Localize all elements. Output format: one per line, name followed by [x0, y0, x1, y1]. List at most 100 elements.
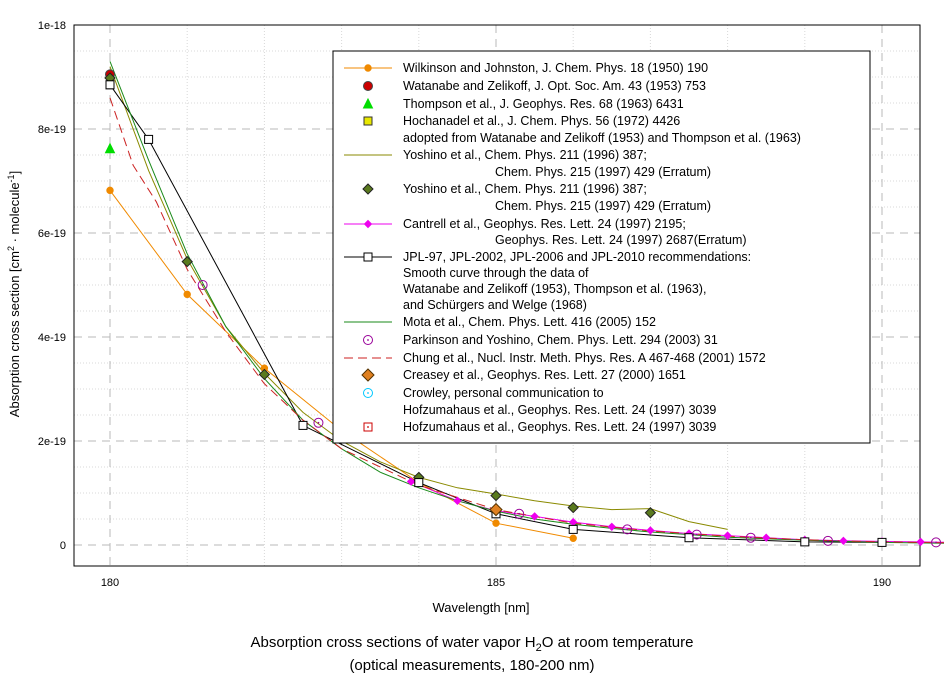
data-point-s6-6 — [646, 526, 655, 535]
data-point-s7-0 — [105, 80, 115, 90]
legend-label-7: Smooth curve through the data of — [403, 266, 589, 280]
legend-marker-3 — [363, 116, 373, 126]
data-point-s7-5 — [568, 524, 578, 534]
data-point-s6-9 — [761, 533, 771, 542]
y-axis-label-sup1: 2 — [6, 246, 16, 251]
legend-label-7: and Schürgers and Welge (1968) — [403, 298, 587, 312]
data-point-s9-4 — [691, 529, 702, 540]
data-point-s7-8 — [877, 537, 887, 547]
data-point-s5-2 — [258, 368, 271, 381]
legend: Wilkinson and Johnston, J. Chem. Phys. 1… — [332, 50, 871, 444]
data-point-s9-7 — [931, 537, 942, 548]
legend-box — [332, 50, 871, 444]
data-point-s6-3 — [530, 512, 539, 521]
data-point-s9-2 — [514, 508, 525, 519]
data-point-s5-5 — [490, 489, 502, 502]
data-point-s7-7 — [800, 537, 810, 547]
legend-label-12: Hofzumahaus et al., Geophys. Res. Lett. … — [403, 403, 716, 417]
caption-line-1: Absorption cross sections of water vapor… — [0, 634, 944, 654]
legend-label-3: Hochanadel et al., J. Chem. Phys. 56 (19… — [403, 114, 680, 128]
x-tick-label: 180 — [101, 577, 119, 589]
legend-marker-12 — [363, 388, 373, 398]
legend-label-8: Mota et al., Chem. Phys. Lett. 416 (2005… — [403, 315, 656, 329]
legend-label-7: Watanabe and Zelikoff (1953), Thompson e… — [403, 282, 706, 296]
data-point-s5-6 — [567, 501, 579, 514]
legend-label-7: JPL-97, JPL-2002, JPL-2006 and JPL-2010 … — [403, 250, 751, 264]
legend-marker-6 — [363, 219, 373, 229]
x-tick-label: 185 — [487, 577, 505, 589]
x-tick-label: 190 — [873, 577, 891, 589]
legend-marker-1 — [363, 81, 373, 91]
data-point-s9-0-dot — [201, 284, 204, 286]
data-point-s6-1 — [453, 496, 462, 506]
data-point-s5-1 — [181, 255, 193, 268]
legend-label-9: Parkinson and Yoshino, Chem. Phys. Lett.… — [403, 333, 718, 347]
data-point-s0-5 — [492, 519, 500, 527]
y-tick-label: 0 — [60, 540, 66, 552]
caption-line-1-sub: 2 — [535, 642, 542, 654]
y-tick-label: 6e-19 — [38, 228, 66, 240]
data-point-s9-6-dot — [827, 539, 829, 542]
data-point-s6-5 — [607, 522, 617, 532]
legend-label-1: Watanabe and Zelikoff, J. Opt. Soc. Am. … — [403, 79, 706, 93]
data-point-s5-7 — [644, 507, 657, 519]
data-point-s9-3 — [622, 524, 633, 535]
legend-marker-12-dot — [367, 392, 369, 394]
y-axis-label-end: ] — [7, 171, 22, 175]
y-tick-label: 4e-19 — [38, 332, 66, 344]
y-tick-label: 2e-19 — [38, 436, 66, 448]
legend-marker-0 — [364, 64, 372, 72]
legend-label-4: Chem. Phys. 215 (1997) 429 (Erratum) — [495, 165, 711, 179]
y-axis-label-main: Absorption cross section [cm — [7, 251, 22, 417]
data-point-s9-1-dot — [317, 421, 320, 424]
data-point-s11-0 — [489, 502, 503, 517]
legend-label-5: Yoshino et al., Chem. Phys. 211 (1996) 3… — [403, 182, 647, 196]
data-point-s6-13 — [916, 537, 925, 547]
legend-label-2: Thompson et al., J. Geophys. Res. 68 (19… — [403, 97, 684, 111]
data-point-s9-6 — [822, 535, 833, 546]
data-point-s9-1 — [313, 417, 324, 428]
legend-marker-7 — [363, 252, 373, 262]
y-axis-label: Absorption cross section [cm2 · molecule… — [6, 171, 22, 417]
legend-marker-9 — [363, 335, 373, 345]
y-axis-label-sup2: -1 — [6, 174, 16, 182]
data-point-s2-0 — [104, 142, 116, 154]
data-point-s9-7-dot — [935, 541, 937, 544]
caption-line-1-post: O at room temperature — [541, 634, 694, 651]
data-point-s6-11 — [839, 536, 848, 546]
legend-marker-9-dot — [367, 339, 369, 341]
data-point-s9-5-dot — [749, 536, 752, 539]
legend-label-4: Yoshino et al., Chem. Phys. 211 (1996) 3… — [403, 148, 647, 162]
legend-label-13: Hofzumahaus et al., Geophys. Res. Lett. … — [403, 420, 716, 434]
legend-marker-13-dot — [367, 426, 369, 428]
data-point-s7-3 — [414, 478, 424, 488]
data-point-s0-1 — [183, 290, 191, 299]
data-point-s7-2 — [298, 420, 308, 430]
legend-marker-2 — [362, 97, 374, 109]
x-axis-label: Wavelength [nm] — [432, 600, 529, 615]
axes: 18018519019520002e-194e-196e-198e-191e-1… — [38, 20, 921, 589]
y-axis-label-mid: · molecule — [7, 182, 22, 246]
data-point-s7-1 — [144, 134, 154, 144]
legend-label-11: Creasey et al., Geophys. Res. Lett. 27 (… — [403, 368, 686, 382]
legend-label-0: Wilkinson and Johnston, J. Chem. Phys. 1… — [403, 61, 708, 75]
y-tick-label: 8e-19 — [38, 124, 66, 136]
legend-label-6: Geophys. Res. Lett. 24 (1997) 2687(Errat… — [495, 233, 747, 247]
plot-frame — [73, 24, 921, 567]
y-tick-label: 1e-18 — [38, 20, 66, 32]
legend-marker-5 — [362, 183, 374, 195]
data-point-s0-0 — [106, 186, 114, 195]
data-point-s9-2-dot — [518, 512, 521, 515]
legend-label-6: Cantrell et al., Geophys. Res. Lett. 24 … — [403, 217, 686, 231]
data-point-s9-4-dot — [695, 533, 698, 536]
legend-label-5: Chem. Phys. 215 (1997) 429 (Erratum) — [495, 199, 711, 213]
data-point-s6-0 — [406, 477, 416, 486]
legend-marker-11 — [361, 368, 375, 382]
caption-line-2: (optical measurements, 180-200 nm) — [349, 657, 595, 674]
data-point-s6-8 — [723, 531, 732, 540]
data-point-s9-3-dot — [626, 528, 629, 531]
data-point-s9-0 — [197, 280, 208, 290]
legend-marker-13 — [363, 422, 373, 432]
